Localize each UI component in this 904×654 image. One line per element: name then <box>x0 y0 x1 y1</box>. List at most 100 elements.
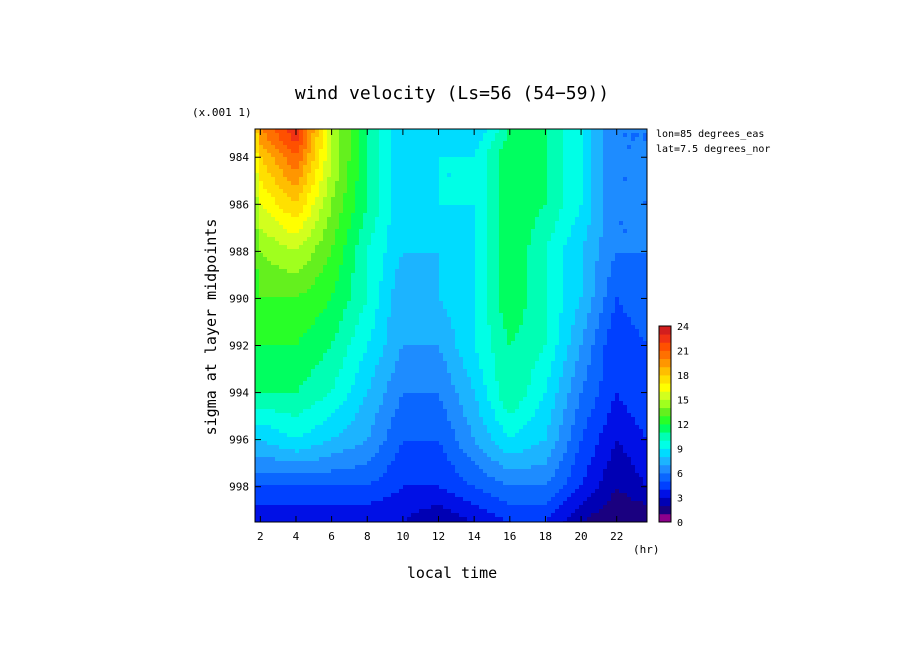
contour-cell <box>619 269 624 274</box>
contour-cell <box>279 173 284 178</box>
contour-cell <box>447 317 452 322</box>
contour-cell <box>531 177 536 182</box>
contour-cell <box>287 293 292 298</box>
contour-cell <box>387 157 392 162</box>
contour-cell <box>451 265 456 270</box>
contour-cell <box>435 169 440 174</box>
contour-cell <box>527 193 532 198</box>
contour-cell <box>567 237 572 242</box>
contour-cell <box>363 237 368 242</box>
contour-cell <box>423 193 428 198</box>
contour-cell <box>515 329 520 334</box>
contour-cell <box>291 157 296 162</box>
contour-cell <box>423 321 428 326</box>
contour-cell <box>275 185 280 190</box>
contour-cell <box>295 221 300 226</box>
contour-cell <box>415 313 420 318</box>
contour-cell <box>443 217 448 222</box>
contour-cell <box>555 289 560 294</box>
contour-cell <box>375 189 380 194</box>
contour-cell <box>467 157 472 162</box>
contour-cell <box>519 149 524 154</box>
contour-cell <box>579 261 584 266</box>
contour-cell <box>567 225 572 230</box>
contour-cell <box>487 309 492 314</box>
contour-cell <box>623 161 628 166</box>
contour-cell <box>643 261 647 266</box>
contour-cell <box>367 297 372 302</box>
contour-cell <box>407 225 412 230</box>
contour-cell <box>271 249 276 254</box>
contour-cell <box>351 173 356 178</box>
contour-cell <box>295 149 300 154</box>
contour-cell <box>307 225 312 230</box>
contour-cell <box>559 213 564 218</box>
contour-cell <box>287 305 292 310</box>
contour-cell <box>379 197 384 202</box>
contour-cell <box>259 149 264 154</box>
contour-cell <box>479 173 484 178</box>
contour-cell <box>579 169 584 174</box>
contour-cell <box>399 277 404 282</box>
contour-cell <box>279 329 284 334</box>
contour-cell <box>299 241 304 246</box>
contour-cell <box>351 309 356 314</box>
contour-cell <box>319 305 324 310</box>
contour-cell <box>603 257 608 262</box>
contour-cell <box>491 277 496 282</box>
contour-cell <box>331 297 336 302</box>
contour-cell <box>531 129 536 134</box>
contour-cell <box>503 201 508 206</box>
contour-cell <box>319 245 324 250</box>
contour-cell <box>439 233 444 238</box>
contour-cell <box>355 301 360 306</box>
contour-cell <box>471 221 476 226</box>
contour-cell <box>447 185 452 190</box>
contour-cell <box>463 205 468 210</box>
contour-cell <box>555 237 560 242</box>
contour-cell <box>263 297 268 302</box>
contour-cell <box>339 281 344 286</box>
contour-cell <box>383 257 388 262</box>
contour-cell <box>479 277 484 282</box>
contour-cell <box>299 205 304 210</box>
contour-cell <box>403 213 408 218</box>
contour-cell <box>399 273 404 278</box>
contour-cell <box>331 277 336 282</box>
contour-cell <box>311 289 316 294</box>
contour-cell <box>555 309 560 314</box>
contour-cell <box>459 145 464 150</box>
contour-cell <box>391 305 396 310</box>
contour-cell <box>347 129 352 134</box>
contour-cell <box>487 281 492 286</box>
contour-cell <box>415 149 420 154</box>
contour-cell <box>335 149 340 154</box>
contour-cell <box>595 321 600 326</box>
contour-cell <box>363 329 368 334</box>
contour-cell <box>399 133 404 138</box>
contour-cell <box>459 245 464 250</box>
contour-cell <box>599 321 604 326</box>
contour-cell <box>515 277 520 282</box>
contour-cell <box>511 137 516 142</box>
contour-cell <box>411 221 416 226</box>
contour-cell <box>355 233 360 238</box>
contour-cell <box>599 137 604 142</box>
contour-cell <box>395 189 400 194</box>
contour-cell <box>403 301 408 306</box>
contour-cell <box>583 169 588 174</box>
contour-cell <box>283 201 288 206</box>
contour-cell <box>455 249 460 254</box>
contour-cell <box>491 269 496 274</box>
contour-cell <box>559 241 564 246</box>
contour-cell <box>635 173 640 178</box>
contour-cell <box>271 257 276 262</box>
contour-cell <box>455 157 460 162</box>
contour-cell <box>299 165 304 170</box>
contour-cell <box>555 209 560 214</box>
contour-cell <box>463 273 468 278</box>
contour-cell <box>435 141 440 146</box>
contour-cell <box>571 241 576 246</box>
contour-cell <box>527 237 532 242</box>
contour-cell <box>611 273 616 278</box>
